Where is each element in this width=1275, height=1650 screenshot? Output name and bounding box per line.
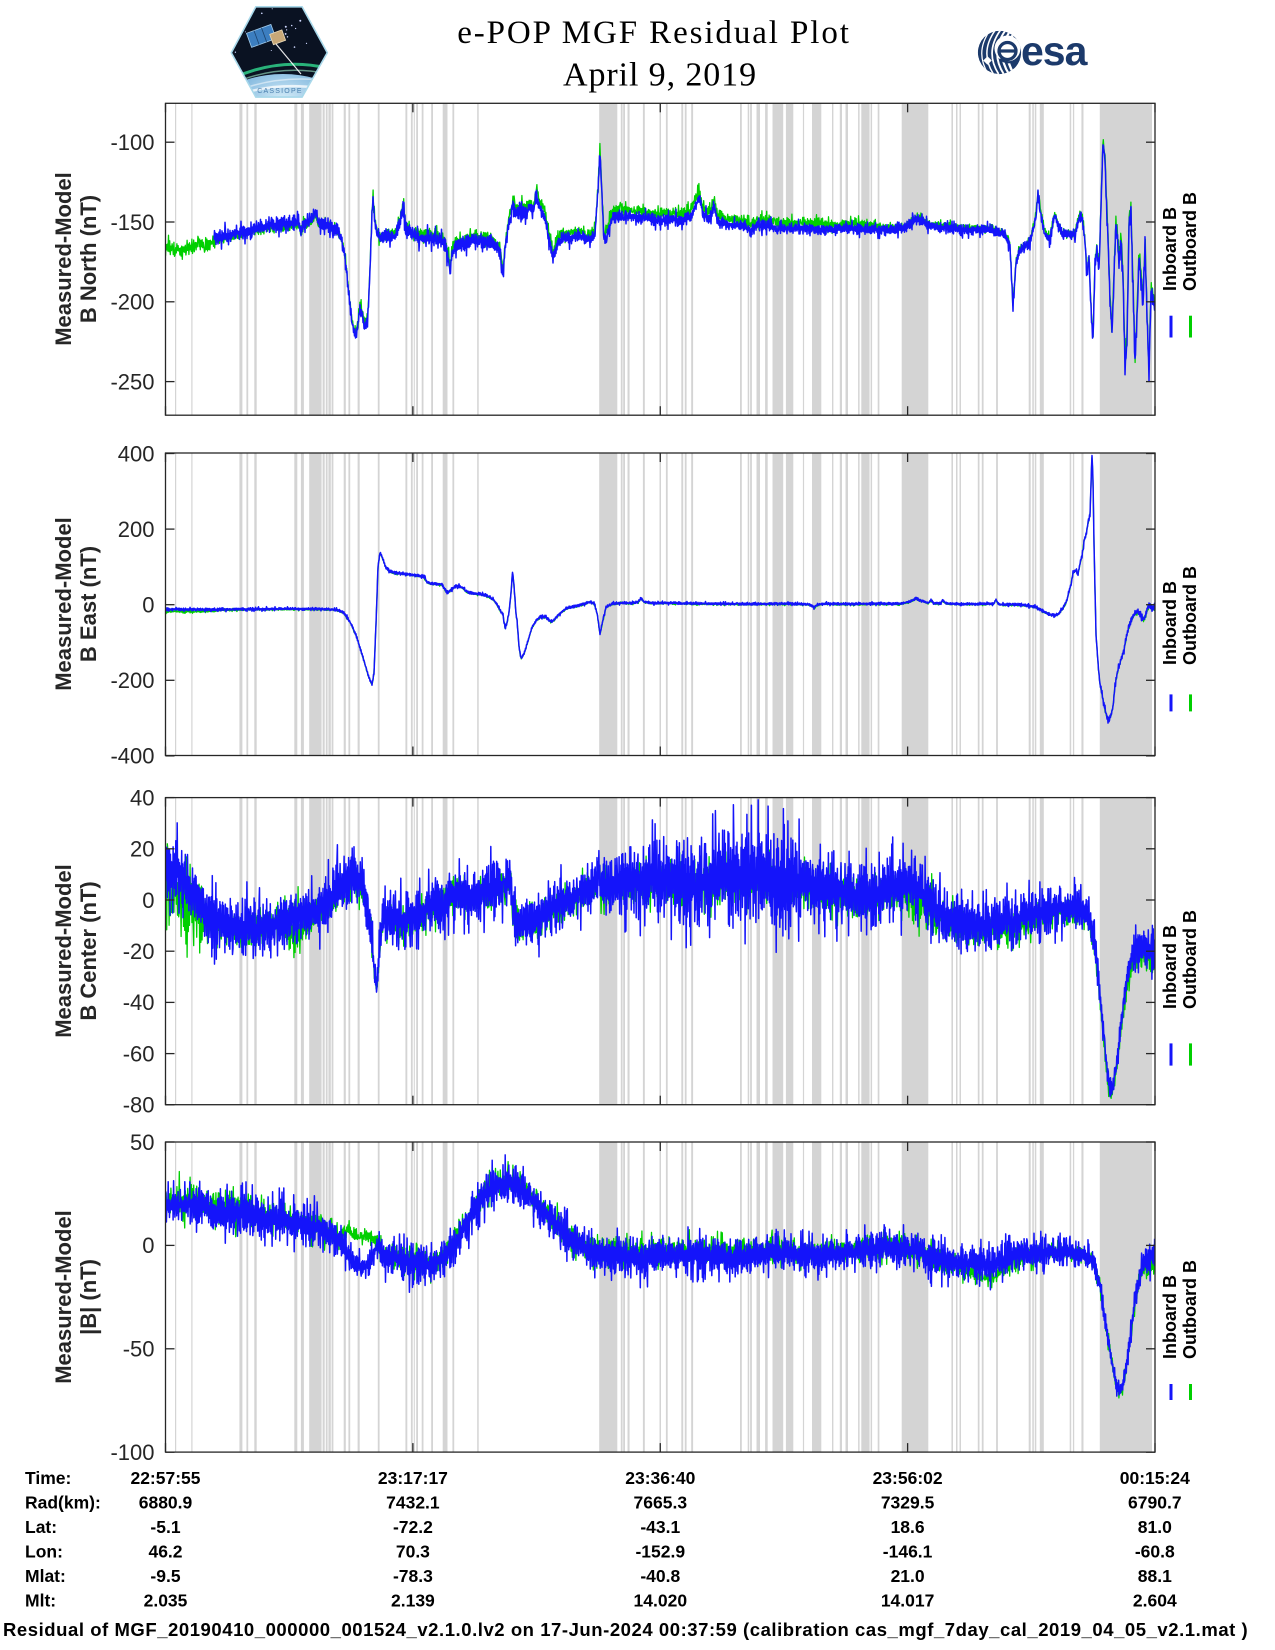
svg-text:6880.9: 6880.9: [139, 1493, 193, 1513]
svg-text:-146.1: -146.1: [883, 1542, 933, 1562]
svg-text:400: 400: [118, 441, 155, 466]
svg-text:Residual of MGF_20190410_00000: Residual of MGF_20190410_000000_001524_v…: [3, 1619, 1248, 1640]
svg-text:-200: -200: [110, 668, 154, 693]
svg-text:0: 0: [142, 1233, 154, 1258]
svg-text:14.017: 14.017: [881, 1591, 935, 1611]
svg-text:-200: -200: [110, 290, 154, 315]
svg-text:Mlt:: Mlt:: [25, 1591, 56, 1611]
svg-text:B North (nT): B North (nT): [76, 195, 101, 323]
svg-text:B East (nT): B East (nT): [76, 546, 101, 662]
svg-text:Lon:: Lon:: [25, 1542, 63, 1562]
svg-text:|B| (nT): |B| (nT): [76, 1259, 101, 1335]
svg-text:70.3: 70.3: [396, 1542, 430, 1562]
svg-text:esa: esa: [1021, 28, 1089, 74]
svg-text:Inboard B: Inboard B: [1160, 207, 1180, 291]
svg-text:-100: -100: [110, 1440, 154, 1465]
svg-text:-60.8: -60.8: [1135, 1542, 1175, 1562]
svg-text:-5.1: -5.1: [150, 1517, 180, 1537]
svg-text:00:15:24: 00:15:24: [1120, 1468, 1190, 1488]
svg-text:Inboard B: Inboard B: [1160, 925, 1180, 1009]
svg-text:-152.9: -152.9: [635, 1542, 685, 1562]
svg-text:Lat:: Lat:: [25, 1517, 57, 1537]
svg-text:-9.5: -9.5: [150, 1566, 180, 1586]
svg-text:Outboard B: Outboard B: [1180, 566, 1200, 665]
svg-text:23:17:17: 23:17:17: [378, 1468, 448, 1488]
svg-text:-250: -250: [110, 369, 154, 394]
svg-text:Time:: Time:: [25, 1468, 71, 1488]
svg-text:200: 200: [118, 517, 155, 542]
svg-text:23:36:40: 23:36:40: [625, 1468, 695, 1488]
svg-text:20: 20: [130, 837, 154, 862]
svg-text:-100: -100: [110, 130, 154, 155]
svg-text:Measured-Model: Measured-Model: [51, 1210, 76, 1384]
svg-text:0: 0: [142, 593, 154, 618]
svg-text:Inboard B: Inboard B: [1160, 1275, 1180, 1359]
svg-text:April 9, 2019: April 9, 2019: [563, 57, 757, 94]
svg-text:-60: -60: [123, 1041, 155, 1066]
svg-text:-40: -40: [123, 990, 155, 1015]
svg-text:Measured-Model: Measured-Model: [51, 172, 76, 346]
svg-text:-40.8: -40.8: [640, 1566, 680, 1586]
svg-text:2.604: 2.604: [1133, 1591, 1177, 1611]
svg-text:Rad(km):: Rad(km):: [25, 1493, 101, 1513]
svg-text:-78.3: -78.3: [393, 1566, 433, 1586]
svg-text:2.139: 2.139: [391, 1591, 435, 1611]
svg-text:14.020: 14.020: [634, 1591, 688, 1611]
svg-text:Mlat:: Mlat:: [25, 1566, 66, 1586]
svg-text:81.0: 81.0: [1138, 1517, 1172, 1537]
svg-text:7432.1: 7432.1: [386, 1493, 440, 1513]
svg-text:46.2: 46.2: [148, 1542, 182, 1562]
svg-text:40: 40: [130, 785, 154, 810]
svg-text:7329.5: 7329.5: [881, 1493, 935, 1513]
svg-text:88.1: 88.1: [1138, 1566, 1172, 1586]
svg-text:B Center (nT): B Center (nT): [76, 881, 101, 1020]
svg-text:21.0: 21.0: [891, 1566, 925, 1586]
svg-text:CASSIOPE: CASSIOPE: [257, 88, 302, 95]
svg-text:Inboard B: Inboard B: [1160, 581, 1180, 665]
svg-text:Measured-Model: Measured-Model: [51, 517, 76, 691]
svg-text:-150: -150: [110, 210, 154, 235]
svg-text:-80: -80: [123, 1093, 155, 1118]
svg-text:22:57:55: 22:57:55: [130, 1468, 200, 1488]
svg-text:6790.7: 6790.7: [1128, 1493, 1182, 1513]
svg-text:18.6: 18.6: [891, 1517, 925, 1537]
svg-text:Outboard B: Outboard B: [1180, 910, 1200, 1009]
svg-text:-20: -20: [123, 939, 155, 964]
svg-text:50: 50: [130, 1130, 154, 1155]
svg-text:Outboard B: Outboard B: [1180, 192, 1200, 291]
svg-text:e-POP MGF Residual Plot: e-POP MGF Residual Plot: [457, 15, 851, 51]
svg-text:Measured-Model: Measured-Model: [51, 864, 76, 1038]
svg-text:-400: -400: [110, 744, 154, 769]
svg-text:0: 0: [142, 888, 154, 913]
svg-text:23:56:02: 23:56:02: [873, 1468, 943, 1488]
svg-text:7665.3: 7665.3: [634, 1493, 688, 1513]
svg-text:Outboard B: Outboard B: [1180, 1260, 1200, 1359]
svg-text:-43.1: -43.1: [640, 1517, 680, 1537]
svg-text:-72.2: -72.2: [393, 1517, 433, 1537]
svg-text:2.035: 2.035: [144, 1591, 188, 1611]
svg-text:-50: -50: [123, 1337, 155, 1362]
